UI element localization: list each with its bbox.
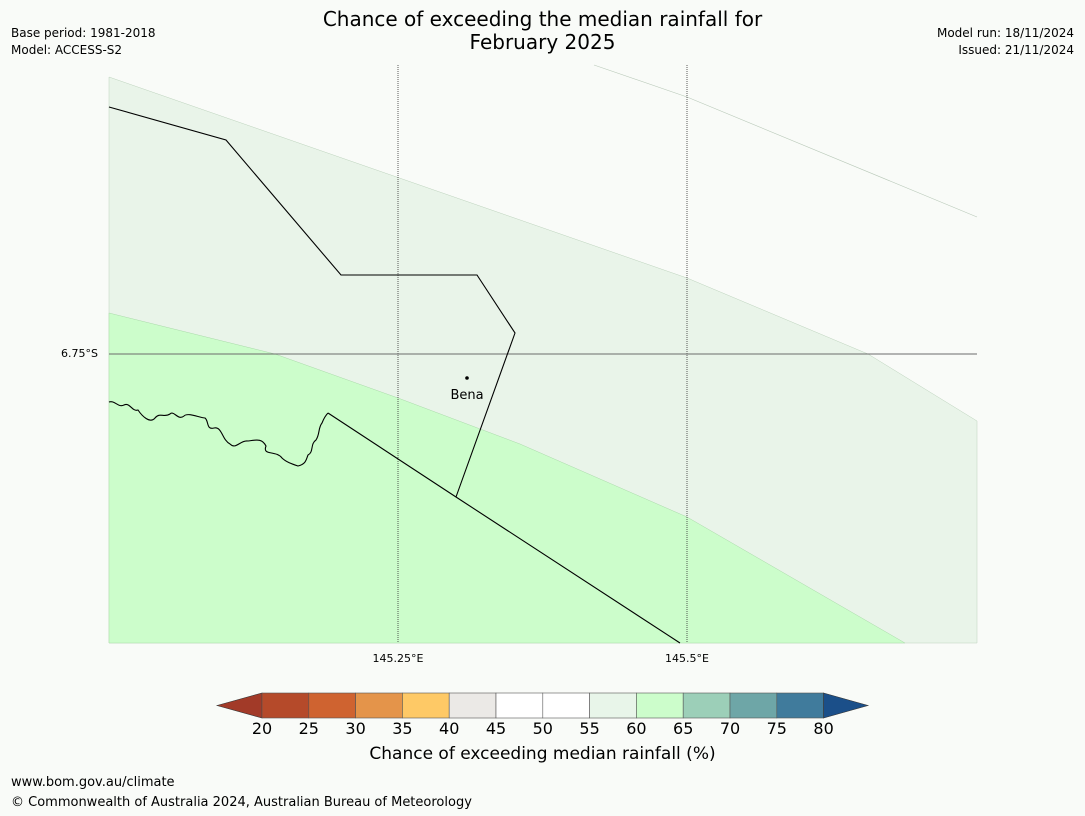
colorbar-tick-label: 65 <box>673 719 694 738</box>
longitude-label-145-25: 145.25°E <box>372 652 424 665</box>
map-title-line2: February 2025 <box>469 30 616 54</box>
colorbar-segment <box>355 692 403 719</box>
colorbar-segment <box>682 692 731 719</box>
place-marker <box>465 376 469 380</box>
colorbar-tick-label: 20 <box>251 719 273 738</box>
colorbar-segment <box>308 692 356 719</box>
colorbar-tick-label: 45 <box>485 719 507 738</box>
model-text: Model: ACCESS-S2 <box>11 43 123 57</box>
colorbar-tick-label: 60 <box>626 719 647 738</box>
colorbar-tick-label: 40 <box>439 719 460 738</box>
place-label-bena: Bena <box>450 388 484 403</box>
colorbar-tick-label: 75 <box>766 719 787 738</box>
colorbar-segment <box>776 692 824 719</box>
colorbar-segment <box>495 692 544 719</box>
map-title: Chance of exceeding the median rainfall … <box>0 8 1085 54</box>
colorbar-segment <box>636 692 684 719</box>
meta-right: Model run: 18/11/2024 Issued: 21/11/2024 <box>937 25 1074 59</box>
base-period-text: Base period: 1981-2018 <box>11 26 156 40</box>
colorbar-tick-label: 80 <box>813 719 834 738</box>
latitude-label: 6.75°S <box>61 347 98 360</box>
model-run-text: Model run: 18/11/2024 <box>936 26 1074 40</box>
colorbar-segment <box>729 692 778 719</box>
colorbar-segment <box>542 692 590 719</box>
footer-copyright: © Commonwealth of Australia 2024, Austra… <box>11 795 472 810</box>
province-boundary-south <box>327 412 681 644</box>
colorbar-tick-label: 55 <box>579 719 600 738</box>
colorbar-tick-label: 30 <box>345 719 366 738</box>
issued-text: Issued: 21/11/2024 <box>958 43 1074 57</box>
colorbar-extension-high <box>823 692 870 719</box>
colorbar-extension-low <box>215 692 263 719</box>
map-title-line1: Chance of exceeding the median rainfall … <box>322 7 763 31</box>
colorbar-segment <box>261 692 310 719</box>
colorbar-segment <box>448 692 497 719</box>
probability-band-65 <box>108 312 906 644</box>
colorbar-tick-label: 50 <box>532 719 553 738</box>
colorbar-tick-label: 35 <box>392 719 413 738</box>
colorbar <box>215 692 870 719</box>
colorbar-segment <box>589 692 637 719</box>
colorbar-tick-label: 70 <box>719 719 741 738</box>
colorbar-segment <box>402 692 450 719</box>
province-boundary <box>108 106 516 498</box>
colorbar-tick-label: 25 <box>298 719 319 738</box>
river-line <box>108 401 329 467</box>
colorbar-label: Chance of exceeding median rainfall (%) <box>369 744 716 764</box>
meta-left: Base period: 1981-2018 Model: ACCESS-S2 <box>11 25 156 59</box>
longitude-label-145-5: 145.5°E <box>665 652 709 665</box>
footer-url-link[interactable]: www.bom.gov.au/climate <box>11 775 175 790</box>
